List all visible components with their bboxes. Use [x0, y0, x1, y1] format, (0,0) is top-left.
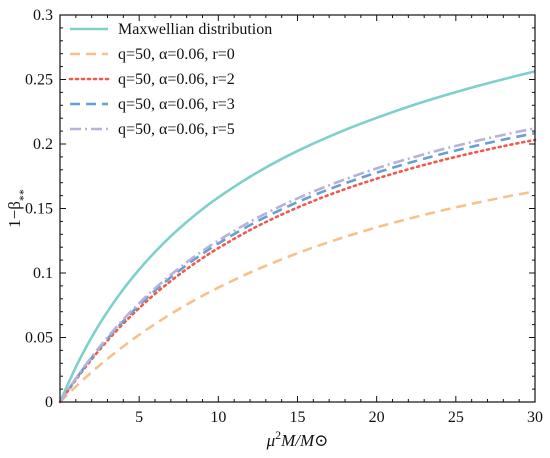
series-layer	[58, 70, 537, 404]
y-axis-title: 1−β**	[5, 189, 30, 228]
series-line-2	[59, 190, 536, 403]
y-tick-label: 0.1	[33, 265, 53, 282]
series-line-4	[58, 131, 536, 403]
y-tick-label: 0.05	[25, 330, 53, 347]
legend-label-5: q=50, α=0.06, r=5	[118, 121, 235, 138]
y-tick-label: 0.15	[25, 201, 53, 218]
legend-label-4: q=50, α=0.06, r=3	[118, 96, 235, 113]
series-line-5	[58, 126, 536, 403]
y-tick-label: 0	[45, 394, 53, 411]
x-axis-title: μ2M/M⊙	[266, 428, 329, 450]
legend-label-2: q=50, α=0.06, r=0	[118, 46, 235, 63]
x-tick-label: 25	[448, 409, 464, 426]
x-tick-label: 20	[369, 409, 385, 426]
y-tick-label: 0.25	[25, 72, 53, 89]
legend-label-1: Maxwellian distribution	[118, 21, 272, 38]
legend: Maxwellian distribution q=50, α=0.06, r=0…	[68, 21, 272, 138]
y-tick-label: 0.3	[33, 7, 53, 24]
x-tick-label: 10	[210, 409, 226, 426]
x-tick-label: 5	[135, 409, 143, 426]
x-tick-label: 15	[290, 409, 306, 426]
series-line-3	[58, 138, 537, 404]
y-tick-label: 0.2	[33, 136, 53, 153]
x-tick-label: 30	[527, 409, 543, 426]
axes-layer: 0 0.05 0.1 0.15 0.2 0.25 0.3 5 10 15 20 25 30 μ2M/M⊙ 1…	[5, 7, 543, 450]
legend-label-3: q=50, α=0.06, r=2	[118, 71, 235, 88]
series-line-1	[58, 70, 536, 403]
